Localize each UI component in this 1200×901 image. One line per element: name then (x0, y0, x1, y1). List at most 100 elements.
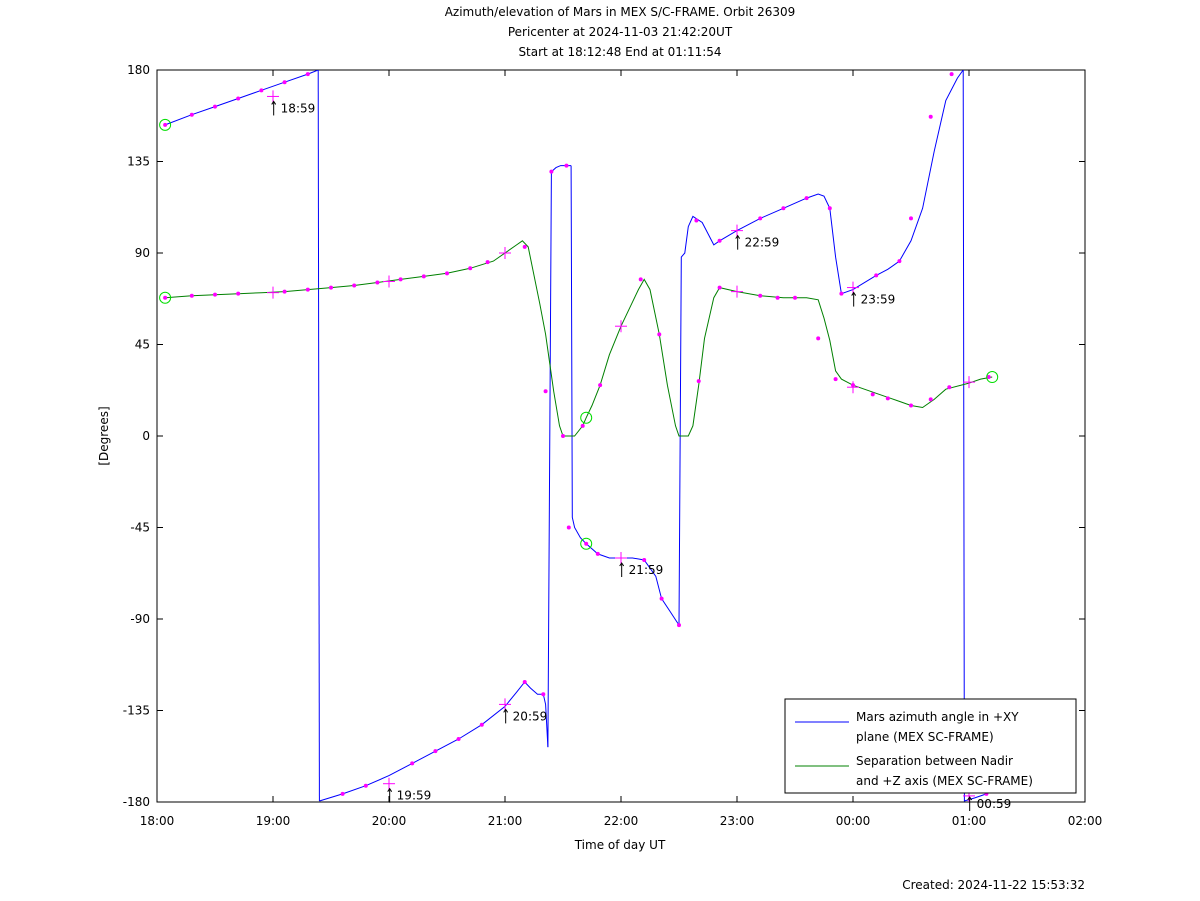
azimuth-point (566, 525, 571, 530)
azimuth-point (236, 96, 241, 101)
separation-pericenter-circle (580, 411, 593, 424)
legend-label-separation-2: and +Z axis (MEX SC-FRAME) (856, 774, 1033, 788)
legend: Mars azimuth angle in +XY plane (MEX SC-… (784, 698, 1077, 794)
axis-ticks: 18:00 19:00 20:00 21:00 22:00 23:00 00:00 01:00… (123, 63, 1103, 828)
plot-area (159, 70, 999, 802)
created-footer: Created: 2024-11-22 15:53:32 (902, 878, 1085, 892)
azimuth-point (340, 791, 345, 796)
azimuth-point (584, 541, 589, 546)
y-tick-label: 0 (142, 429, 150, 443)
y-tick-label: 45 (135, 338, 150, 352)
y-tick-label: -90 (130, 612, 150, 626)
separation-point (305, 287, 310, 292)
separation-point (793, 295, 797, 300)
x-tick-label: 00:00 (836, 814, 871, 828)
azimuth-line (319, 681, 549, 802)
separation-point (485, 260, 490, 265)
title-line-2: Pericenter at 2024-11-03 21:42:20UT (508, 25, 733, 39)
annotation-label: 20:59 (513, 709, 548, 723)
legend-box (784, 698, 1077, 794)
separation-point (638, 277, 643, 282)
annotation-label: 23:59 (861, 293, 896, 307)
azimuth-point (694, 218, 699, 223)
separation-point (282, 289, 287, 294)
separation-point (775, 295, 780, 300)
azimuth-point (410, 761, 415, 766)
azimuth-point (717, 238, 722, 243)
annotation-label: 22:59 (745, 236, 780, 250)
annotation-label: 18:59 (281, 101, 316, 115)
azimuth-point (909, 216, 913, 221)
annotation-pointer-head (967, 796, 973, 801)
separation-point (885, 396, 890, 401)
separation-point (909, 403, 913, 408)
separation-point (213, 292, 217, 297)
x-tick-label: 21:00 (488, 814, 523, 828)
azimuth-point (363, 783, 368, 788)
azimuth-line (164, 70, 319, 126)
azimuth-point (433, 749, 438, 754)
x-tick-label: 22:00 (604, 814, 639, 828)
azimuth-line (570, 165, 680, 626)
separation-point (947, 385, 952, 390)
y-tick-label: -180 (123, 795, 150, 809)
separation-point (445, 271, 449, 276)
separation-point (543, 389, 548, 394)
y-tick-label: -45 (130, 521, 150, 535)
annotation-pointer-head (271, 100, 277, 105)
separation-point (561, 434, 565, 438)
azimuth-point (282, 80, 287, 85)
separation-point (468, 266, 473, 271)
azimuth-line (317, 70, 320, 802)
separation-point (870, 392, 875, 397)
x-tick-label: 20:00 (372, 814, 407, 828)
separation-point (833, 377, 838, 382)
separation-point (352, 283, 357, 288)
x-tick-label: 01:00 (952, 814, 987, 828)
time-annotations: 18:59 19:59 20:59 21:59 22:59 23:59 00:59 (271, 100, 1012, 811)
annotation-pointer-head (619, 562, 625, 567)
y-tick-label: 90 (135, 246, 150, 260)
separation-point (657, 332, 662, 337)
separation-point (329, 285, 333, 290)
azimuth-point (804, 196, 809, 201)
separation-point (375, 280, 380, 285)
azimuth-point (897, 259, 902, 264)
separation-start-circle (159, 291, 172, 304)
azimuth-line (962, 70, 987, 802)
legend-label-azimuth-1: Mars azimuth angle in +XY (856, 710, 1019, 724)
azimuth-line (547, 165, 572, 748)
y-tick-label: 180 (127, 63, 150, 77)
annotation-label: 21:59 (629, 563, 664, 577)
chart-title: Azimuth/elevation of Mars in MEX S/C-FRA… (445, 5, 796, 59)
title-line-1: Azimuth/elevation of Mars in MEX S/C-FRA… (445, 5, 796, 19)
x-tick-label: 19:00 (256, 814, 291, 828)
x-tick-label: 23:00 (720, 814, 755, 828)
separation-point (580, 423, 585, 428)
azimuth-start-circle (159, 118, 172, 131)
azimuth-line (678, 70, 964, 626)
azimuth-point (189, 112, 194, 117)
plot-frame (156, 69, 1086, 803)
separation-point (696, 379, 701, 384)
separation-point (758, 293, 763, 298)
azimuth-point (163, 122, 168, 127)
annotation-pointer-head (387, 787, 393, 792)
separation-point (163, 295, 168, 300)
separation-end-circle (986, 371, 999, 384)
azimuth-point (305, 72, 310, 77)
separation-point (928, 397, 933, 402)
annotation-pointer-head (503, 708, 509, 713)
legend-label-separation-1: Separation between Nadir (856, 754, 1013, 768)
azimuth-point (595, 551, 600, 556)
azimuth-point (642, 558, 647, 563)
title-line-3: Start at 18:12:48 End at 01:11:54 (518, 45, 721, 59)
azimuth-point (522, 680, 527, 685)
azimuth-point (758, 216, 763, 221)
separation-point (236, 291, 241, 296)
azimuth-point (839, 291, 844, 296)
separation-point (717, 285, 722, 290)
y-tick-label: -135 (123, 704, 150, 718)
annotation-label: 00:59 (977, 797, 1012, 811)
